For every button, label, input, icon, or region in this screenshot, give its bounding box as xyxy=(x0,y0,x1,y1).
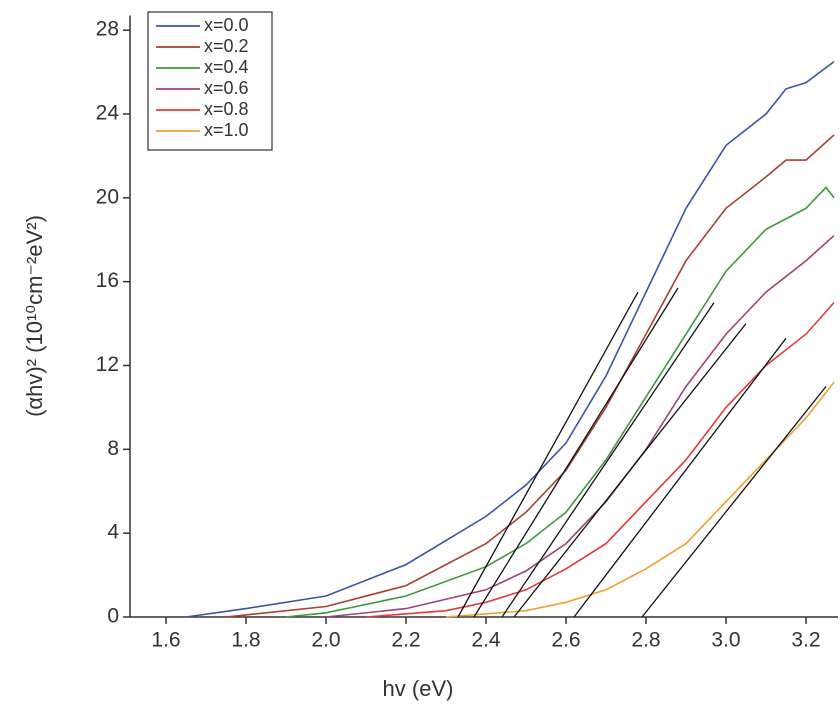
x-tick-label: 2.6 xyxy=(551,629,580,652)
legend-label: x=1.0 xyxy=(204,120,249,140)
y-tick-label: 16 xyxy=(96,269,119,292)
data-line xyxy=(226,135,834,617)
data-line xyxy=(286,187,834,617)
y-axis-label: (αhv)² (10¹⁰cm⁻²eV²) xyxy=(22,215,47,417)
fit-line xyxy=(574,338,786,617)
x-tick-label: 1.8 xyxy=(231,629,260,652)
y-tick-label: 24 xyxy=(96,102,120,125)
y-tick-label: 12 xyxy=(96,353,119,376)
fit-line xyxy=(514,324,746,617)
legend-label: x=0.0 xyxy=(204,15,249,35)
x-tick-label: 3.2 xyxy=(791,629,820,652)
legend-label: x=0.6 xyxy=(204,78,249,98)
y-tick-label: 4 xyxy=(107,521,119,544)
chart: hv (eV) (αhv)² (10¹⁰cm⁻²eV²) 0 4 8 12 16 20 24… xyxy=(0,0,840,707)
legend-label: x=0.4 xyxy=(204,57,249,77)
legend-label: x=0.8 xyxy=(204,99,249,119)
x-tick-label: 2.0 xyxy=(311,629,340,652)
legend-label: x=0.2 xyxy=(204,36,249,56)
x-axis-label: hv (eV) xyxy=(383,676,454,701)
y-tick-label: 8 xyxy=(107,437,119,460)
x-tick-label: 2.8 xyxy=(631,629,660,652)
page: hv (eV) (αhv)² (10¹⁰cm⁻²eV²) 0 4 8 12 16 20 24… xyxy=(0,0,840,712)
x-tick-label: 3.0 xyxy=(711,629,740,652)
data-line xyxy=(186,62,834,617)
x-tick-label: 2.2 xyxy=(391,629,420,652)
y-tick-label: 20 xyxy=(96,185,119,208)
y-tick-label: 28 xyxy=(96,18,119,41)
y-tick-label: 0 xyxy=(107,605,119,628)
x-tick-label: 2.4 xyxy=(471,629,501,652)
x-tick-label: 1.6 xyxy=(151,629,180,652)
fit-line xyxy=(502,303,714,617)
